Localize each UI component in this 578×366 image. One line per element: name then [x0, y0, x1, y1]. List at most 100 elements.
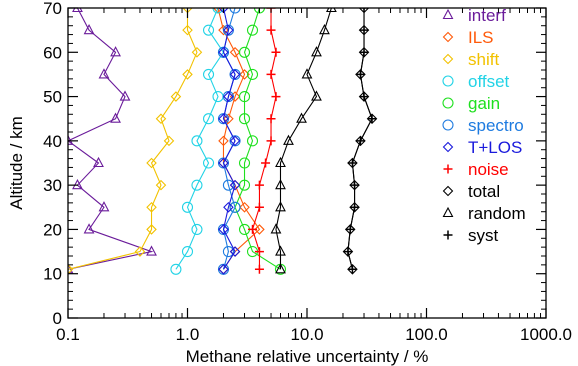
- data-point-syst: [355, 136, 365, 146]
- legend: interf ILS shift offset gain spectro T+LOS nois…: [442, 6, 526, 245]
- legend-label-noise: noise: [468, 160, 509, 179]
- legend-marker-noise: [443, 164, 453, 174]
- legend-marker-random: [442, 206, 454, 218]
- data-point-total: [355, 69, 366, 80]
- x-axis-title: Methane relative uncertainty / %: [186, 347, 429, 366]
- data-point-t-los: [223, 24, 234, 36]
- ticks-layer: [67, 7, 547, 319]
- data-point-random: [270, 223, 282, 234]
- y-tick-label: 70: [43, 0, 62, 18]
- data-point-t-los: [218, 224, 229, 235]
- data-point-t-los: [229, 246, 241, 257]
- data-point-noise: [261, 158, 271, 168]
- legend-label-shift: shift: [468, 50, 499, 69]
- data-point-noise: [271, 92, 281, 102]
- tick-labels-layer: 0.1 1.0 10.0 100.0 1000.0 0 10 20 30 40 50 60 70: [43, 0, 572, 344]
- data-point-t-los: [229, 179, 241, 191]
- data-point-shift: [155, 179, 167, 191]
- data-point-spectro: [229, 201, 241, 213]
- legend-item-interf: interf: [442, 6, 506, 25]
- data-point-random: [275, 201, 286, 212]
- data-point-shift: [146, 157, 157, 169]
- legend-item-total: total: [442, 182, 500, 201]
- data-point-gain: [238, 46, 251, 58]
- data-point-offset: [191, 135, 203, 147]
- data-point-noise: [254, 202, 264, 212]
- y-axis-title: Altitude / km: [7, 116, 26, 210]
- data-point-random: [275, 245, 286, 256]
- data-point-syst: [345, 224, 355, 234]
- data-point-ils: [239, 202, 250, 213]
- data-point-syst: [367, 114, 377, 124]
- data-point-syst: [343, 247, 353, 257]
- data-point-syst: [347, 158, 357, 168]
- data-point-random: [296, 112, 307, 123]
- data-point-random: [325, 8, 337, 13]
- x-tick-label: 1000.0: [520, 325, 572, 344]
- legend-marker-ils: [442, 31, 454, 43]
- data-point-offset: [181, 246, 194, 258]
- legend-marker-t-los: [442, 141, 454, 153]
- data-point-offset: [191, 179, 203, 191]
- data-point-syst: [347, 264, 357, 274]
- data-point-interf: [72, 8, 83, 13]
- data-point-random: [311, 46, 322, 57]
- legend-marker-syst: [443, 230, 453, 240]
- data-point-noise: [266, 114, 276, 124]
- data-point-ils: [218, 135, 229, 147]
- legend-label-offset: offset: [468, 72, 510, 91]
- series-layer: [68, 8, 378, 275]
- data-point-offset: [212, 8, 224, 14]
- legend-item-random: random: [442, 204, 526, 223]
- data-point-interf: [93, 156, 104, 168]
- data-point-random: [319, 23, 330, 35]
- data-point-shift: [146, 202, 157, 213]
- y-tick-label: 30: [43, 176, 62, 195]
- x-tick-label: 1.0: [176, 325, 200, 344]
- data-point-ils: [218, 24, 229, 36]
- y-tick-label: 20: [43, 220, 62, 239]
- data-point-t-los: [223, 91, 234, 102]
- data-point-random: [275, 156, 286, 168]
- legend-marker-offset: [442, 75, 454, 87]
- legend-marker-interf: [442, 8, 454, 20]
- data-point-shift: [191, 47, 203, 58]
- legend-item-gain: gain: [442, 94, 500, 113]
- data-point-t-los: [218, 47, 229, 58]
- data-point-shift: [170, 91, 182, 102]
- legend-item-shift: shift: [442, 50, 499, 69]
- data-point-t-los: [218, 113, 229, 124]
- series-t-los: [218, 8, 241, 275]
- data-point-interf: [110, 46, 121, 57]
- data-point-syst: [355, 69, 365, 79]
- data-point-noise: [271, 47, 281, 57]
- data-point-interf: [110, 112, 121, 123]
- data-point-ils: [254, 224, 265, 235]
- legend-item-ils: ILS: [442, 28, 494, 47]
- data-point-spectro: [222, 246, 234, 258]
- data-point-noise: [254, 180, 264, 190]
- legend-label-spectro: spectro: [468, 116, 524, 135]
- data-point-noise: [248, 224, 258, 234]
- data-point-syst: [359, 47, 369, 57]
- data-point-gain: [246, 68, 259, 80]
- series-line-offset: [175, 8, 225, 270]
- data-point-spectro: [229, 8, 241, 14]
- data-point-interf: [119, 90, 131, 101]
- data-point-interf: [83, 23, 95, 35]
- legend-item-t-los: T+LOS: [442, 138, 522, 157]
- y-tick-label: 60: [43, 43, 62, 62]
- data-point-random: [301, 68, 313, 79]
- data-point-syst: [359, 92, 369, 102]
- data-point-interf: [83, 223, 95, 234]
- legend-label-t-los: T+LOS: [468, 138, 522, 157]
- data-point-offset: [202, 24, 215, 36]
- data-point-random: [311, 90, 322, 101]
- data-point-t-los: [229, 69, 241, 80]
- data-point-shift: [146, 224, 157, 235]
- series-line-gain: [234, 8, 281, 270]
- data-point-shift: [163, 135, 175, 147]
- data-point-random: [275, 263, 286, 274]
- data-point-offset: [170, 263, 182, 275]
